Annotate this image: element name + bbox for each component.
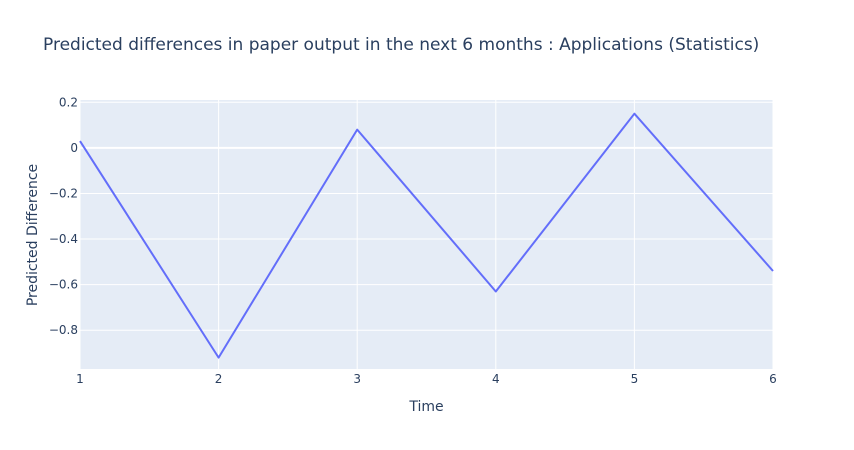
x-tick-label: 1	[76, 372, 84, 386]
x-tick-label: 2	[215, 372, 223, 386]
y-tick-label: 0.2	[59, 95, 78, 109]
x-tick-label: 4	[492, 372, 500, 386]
y-axis-ticks: 0.2 0 −0.2 −0.4 −0.6 −0.8	[49, 95, 78, 337]
x-axis-ticks: 1 2 3 4 5 6	[76, 372, 777, 386]
x-tick-label: 6	[769, 372, 777, 386]
x-tick-label: 5	[631, 372, 639, 386]
y-tick-label: −0.8	[49, 323, 78, 337]
x-axis-title: Time	[408, 399, 443, 415]
y-tick-label: 0	[70, 141, 78, 155]
series-layer	[79, 112, 774, 359]
y-axis-title: Predicted Difference	[25, 164, 41, 306]
x-tick-label: 3	[353, 372, 361, 386]
grid-lines	[79, 100, 774, 369]
series-line	[79, 112, 774, 359]
y-tick-label: −0.4	[49, 232, 78, 246]
chart-title: Predicted differences in paper output in…	[43, 35, 759, 55]
plot-area	[80, 100, 773, 369]
y-tick-label: −0.2	[49, 186, 78, 200]
y-tick-label: −0.6	[49, 278, 78, 292]
